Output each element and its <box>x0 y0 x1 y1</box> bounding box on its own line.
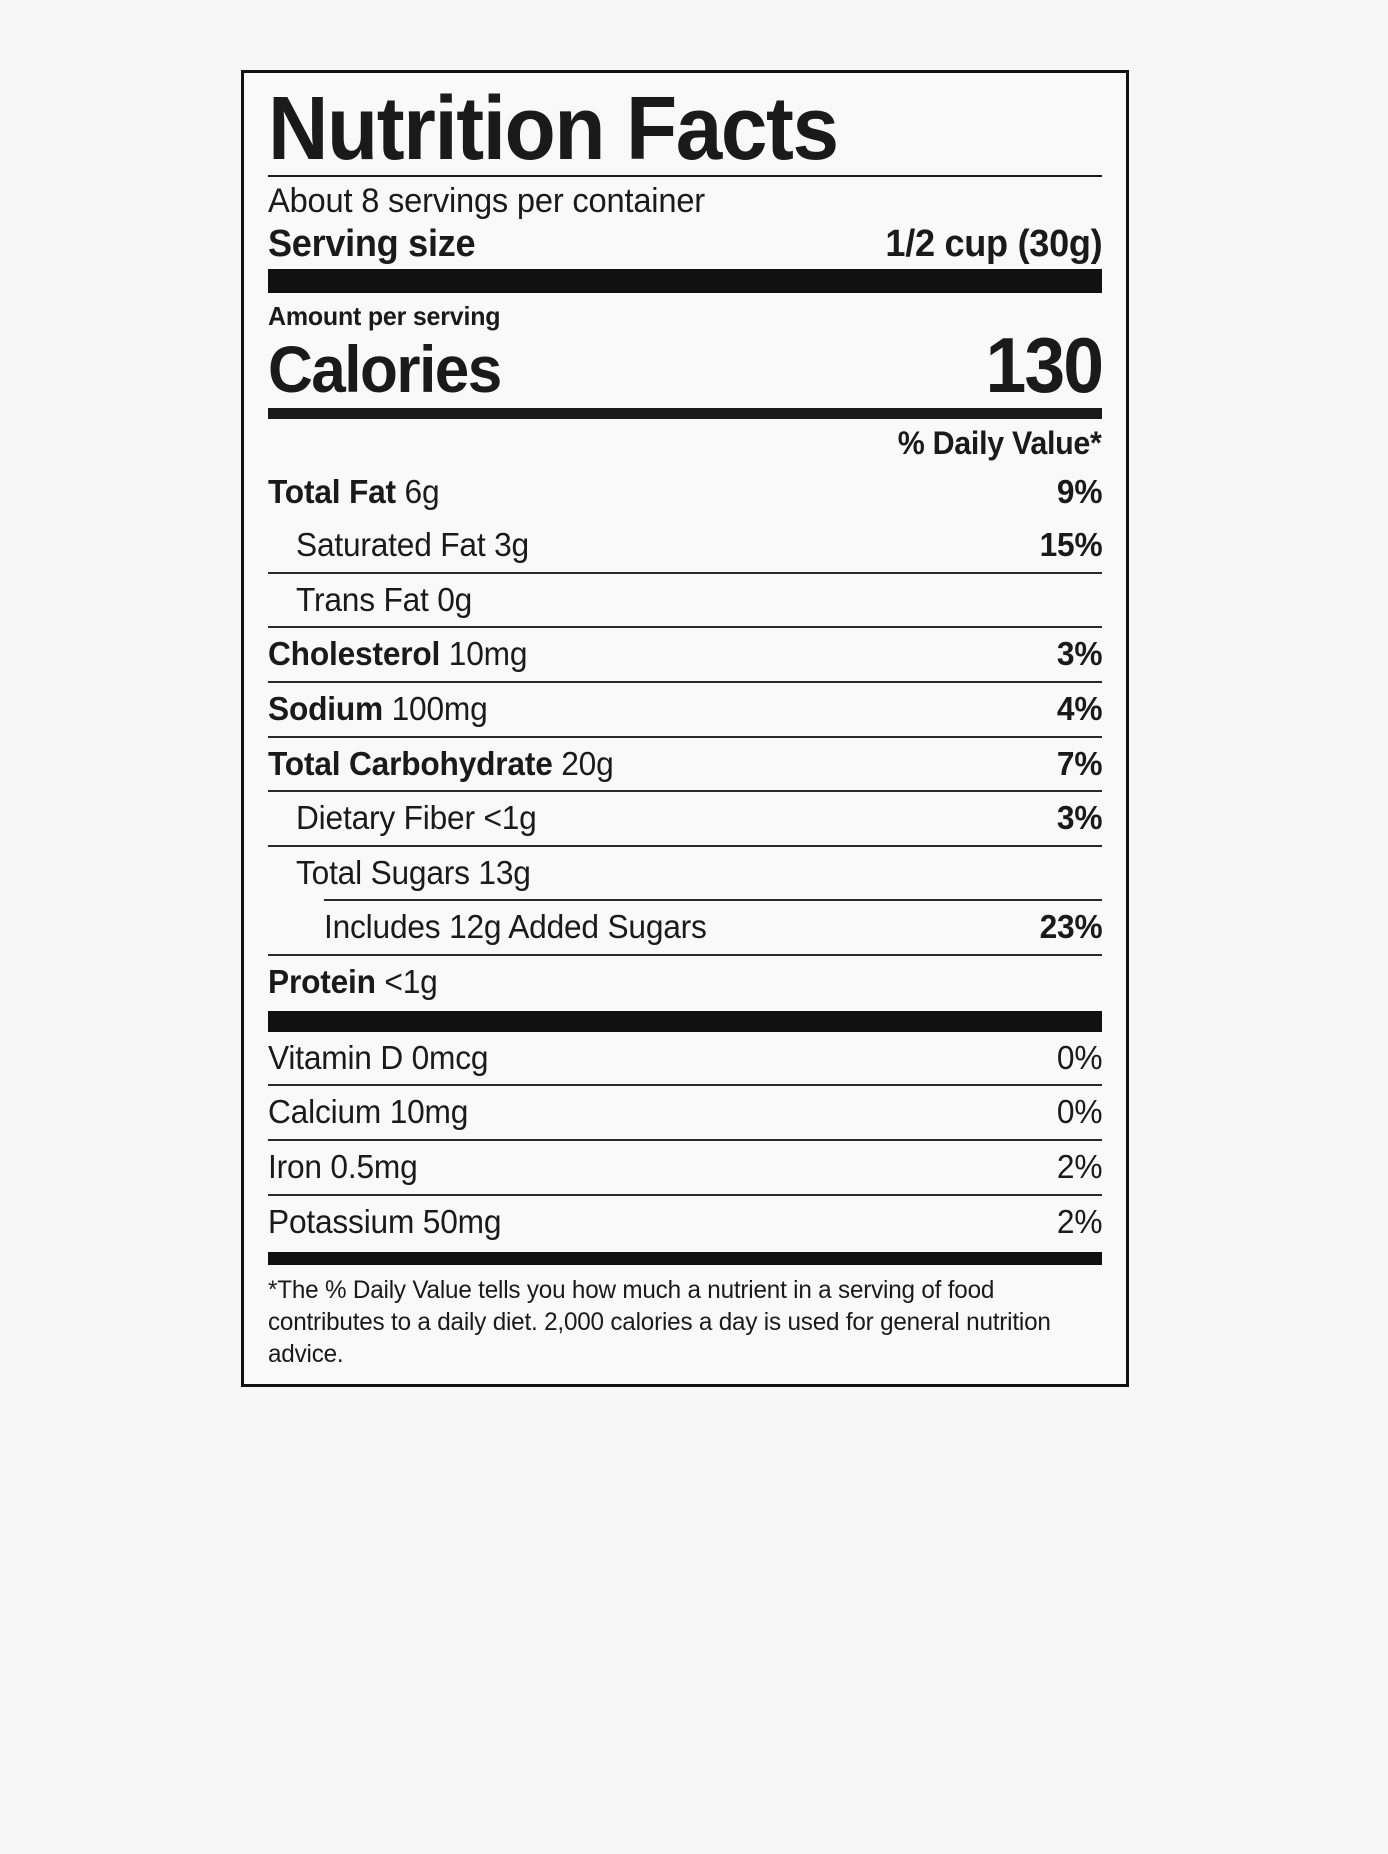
nutrient-name: Trans Fat 0g <box>296 580 473 618</box>
nutrient-row: Total Fat 6g 9% <box>268 466 1102 519</box>
nutrient-name: Protein <1g <box>268 963 438 1001</box>
page-title: Nutrition Facts <box>268 79 839 179</box>
vitamin-daily-value: 0% <box>1056 1093 1103 1131</box>
nutrient-list: Total Fat 6g 9% Saturated Fat 3g 15% Trans F… <box>268 466 1102 1008</box>
row-divider <box>268 1193 1102 1196</box>
vitamin-daily-value: 2% <box>1056 1202 1103 1240</box>
nutrient-daily-value: 7% <box>1056 744 1103 782</box>
row-divider <box>268 735 1102 738</box>
nutrient-daily-value: 3% <box>1056 635 1103 673</box>
row-divider <box>268 844 1102 847</box>
row-divider <box>268 680 1102 683</box>
serving-size-row: Serving size 1/2 cup (30g) <box>268 221 1102 266</box>
nutrient-row: Includes 12g Added Sugars 23% <box>268 901 1102 954</box>
nutrient-name: Dietary Fiber <1g <box>296 799 537 837</box>
nutrition-facts-label: Nutrition Facts About 8 servings per con… <box>241 70 1129 1388</box>
nutrient-daily-value: 23% <box>1039 908 1102 946</box>
nutrient-name: Sodium 100mg <box>268 689 488 727</box>
nutrient-name: Saturated Fat 3g <box>296 525 529 563</box>
nutrient-row: Saturated Fat 3g 15% <box>268 519 1102 572</box>
row-divider <box>268 954 1102 957</box>
row-divider <box>268 571 1102 574</box>
nutrient-row: Total Carbohydrate 20g 7% <box>268 738 1102 791</box>
footnote: *The % Daily Value tells you how much a … <box>268 1276 1051 1369</box>
daily-value-header: % Daily Value* <box>268 419 1102 466</box>
nutrient-row: Sodium 100mg 4% <box>268 683 1102 736</box>
vitamin-row: Calcium 10mg 0% <box>268 1086 1102 1139</box>
thick-bar-above-footnote <box>268 1252 1102 1266</box>
serving-size-value: 1/2 cup (30g) <box>885 223 1102 266</box>
row-divider <box>324 899 1102 902</box>
vitamin-daily-value: 0% <box>1056 1038 1103 1076</box>
row-divider <box>268 790 1102 793</box>
nutrient-daily-value: 4% <box>1056 689 1103 727</box>
row-divider <box>268 1084 1102 1087</box>
amount-per-serving-label: Amount per serving <box>268 301 501 332</box>
nutrient-row: Protein <1g <box>268 956 1102 1009</box>
divider-under-title <box>268 175 1102 178</box>
vitamin-list: Vitamin D 0mcg 0% Calcium 10mg 0% Iron 0.5mg… <box>268 1032 1102 1249</box>
thick-bar-under-protein <box>268 1010 1102 1032</box>
calories-value: 130 <box>985 321 1104 410</box>
nutrient-row: Cholesterol 10mg 3% <box>268 628 1102 681</box>
calories-row: Calories 130 <box>268 321 1104 410</box>
daily-value-header-text: % Daily Value* <box>898 425 1102 462</box>
nutrient-name: Total Carbohydrate 20g <box>268 744 614 782</box>
row-divider <box>268 1138 1102 1141</box>
thick-bar-top <box>268 269 1102 294</box>
thick-bar-under-calories <box>268 408 1102 420</box>
vitamin-row: Potassium 50mg 2% <box>268 1196 1102 1249</box>
vitamin-row: Vitamin D 0mcg 0% <box>268 1032 1102 1085</box>
nutrient-name: Includes 12g Added Sugars <box>324 908 707 946</box>
vitamin-name: Calcium 10mg <box>268 1093 469 1131</box>
serving-size-label: Serving size <box>268 223 476 266</box>
vitamin-row: Iron 0.5mg 2% <box>268 1141 1102 1194</box>
nutrient-name: Total Fat 6g <box>268 473 440 511</box>
nutrient-daily-value: 9% <box>1056 473 1103 511</box>
vitamin-name: Potassium 50mg <box>268 1202 502 1240</box>
servings-per-container: About 8 servings per container <box>268 182 705 221</box>
nutrient-name: Cholesterol 10mg <box>268 635 528 673</box>
vitamin-name: Iron 0.5mg <box>268 1147 418 1185</box>
row-divider <box>268 626 1102 629</box>
vitamin-daily-value: 2% <box>1056 1147 1103 1185</box>
calories-label: Calories <box>268 332 502 406</box>
vitamin-name: Vitamin D 0mcg <box>268 1038 489 1076</box>
nutrient-row: Total Sugars 13g <box>268 847 1102 900</box>
nutrient-name: Total Sugars 13g <box>296 853 531 891</box>
nutrient-daily-value: 3% <box>1056 799 1103 837</box>
nutrient-row: Trans Fat 0g <box>268 574 1102 627</box>
nutrient-daily-value: 15% <box>1039 525 1102 563</box>
nutrient-row: Dietary Fiber <1g 3% <box>268 792 1102 845</box>
